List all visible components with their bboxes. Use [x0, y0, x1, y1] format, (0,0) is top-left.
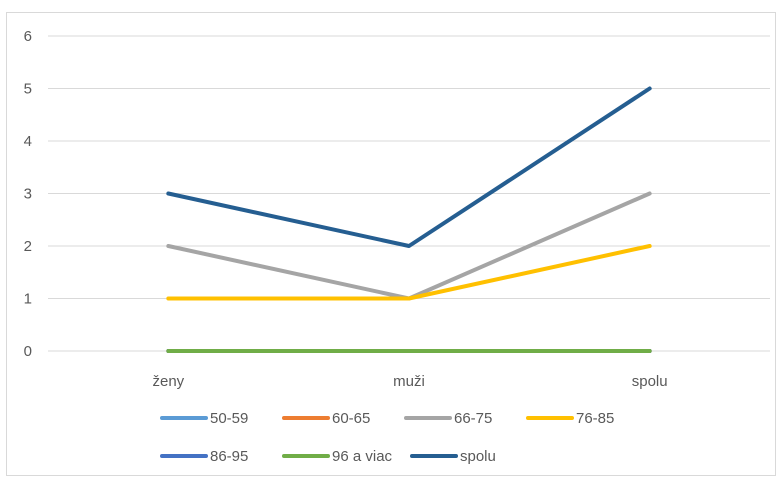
y-tick-label: 0: [24, 343, 32, 360]
y-tick-label: 3: [24, 186, 32, 203]
y-tick-label: 1: [24, 291, 32, 308]
y-tick-label: 5: [24, 81, 32, 98]
series-line-6: [166, 86, 652, 248]
y-axis-tick-labels: 0 1 2 3 4 5 6: [24, 28, 32, 360]
legend: 50-59 60-65 66-75 76-85 86-95 96 a viac spolu: [160, 410, 614, 465]
legend-label: 76-85: [576, 410, 614, 427]
series-lines: [166, 86, 652, 353]
x-tick-label: spolu: [632, 373, 668, 390]
legend-label: spolu: [460, 448, 496, 465]
legend-label: 60-65: [332, 410, 370, 427]
x-tick-label: ženy: [152, 373, 184, 390]
x-axis-tick-labels: ženy muži spolu: [152, 373, 667, 390]
legend-label: 50-59: [210, 410, 248, 427]
x-tick-label: muži: [393, 373, 425, 390]
y-tick-label: 2: [24, 238, 32, 255]
legend-label: 66-75: [454, 410, 492, 427]
legend-label: 96 a viac: [332, 448, 393, 465]
y-tick-label: 4: [24, 133, 32, 150]
legend-label: 86-95: [210, 448, 248, 465]
gridlines: [48, 35, 770, 352]
y-tick-label: 6: [24, 28, 32, 45]
series-line-3: [166, 244, 652, 301]
